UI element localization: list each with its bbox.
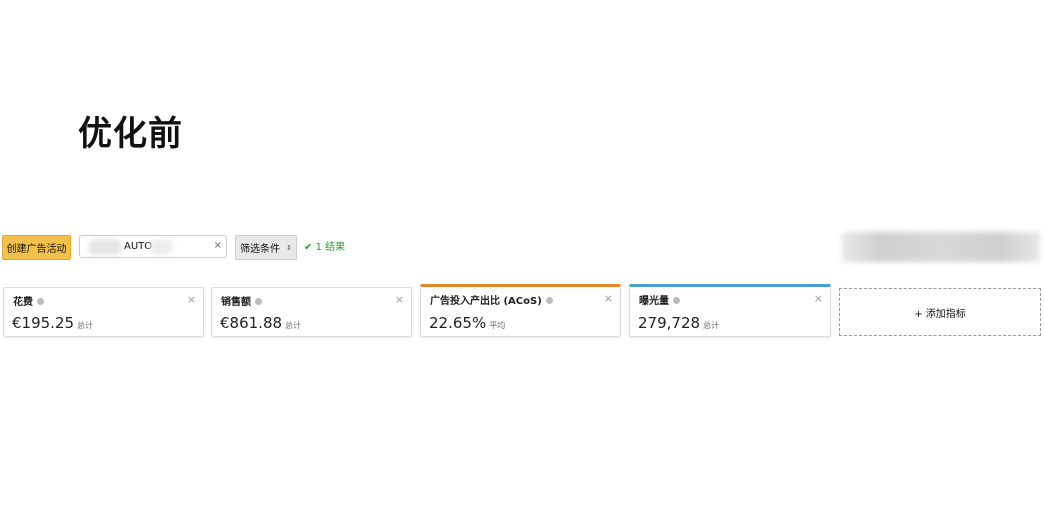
add-metric-button[interactable]: + 添加指标 [839, 288, 1041, 336]
metric-label-text: 广告投入产出比 (ACoS) [430, 296, 542, 307]
metric-value-text: 279,728 [638, 314, 701, 332]
metric-value: 279,728 总计 [638, 314, 719, 332]
filter-label: 筛选条件 [240, 244, 281, 255]
redacted-text [88, 239, 122, 255]
search-value: AUTO [124, 241, 153, 252]
close-icon[interactable]: × [813, 292, 823, 305]
metric-value-text: 22.65% [429, 314, 487, 332]
metric-unit: 总计 [285, 321, 302, 330]
metric-value-text: €861.88 [220, 314, 283, 332]
metric-value: €195.25 总计 [12, 314, 93, 332]
close-icon[interactable]: × [603, 292, 613, 305]
create-campaign-button[interactable]: 创建广告活动 [2, 235, 71, 260]
metric-label-text: 花费 [13, 297, 33, 308]
metric-unit: 总计 [77, 321, 94, 330]
result-text: 1 结果 [315, 242, 346, 253]
close-icon[interactable]: × [394, 293, 404, 306]
metric-label-text: 曝光量 [639, 296, 669, 307]
metric-card-spend[interactable]: 花费 × €195.25 总计 [3, 287, 204, 337]
close-icon[interactable]: × [186, 293, 196, 306]
filter-dropdown[interactable]: 筛选条件 ⇕ [235, 235, 297, 260]
metric-label: 曝光量 [639, 292, 680, 307]
metric-label: 销售额 [221, 293, 262, 308]
metric-card-impressions[interactable]: 曝光量 × 279,728 总计 [629, 284, 831, 337]
page-title: 优化前 [78, 114, 183, 154]
metric-value: €861.88 总计 [220, 314, 301, 332]
info-icon[interactable] [545, 297, 553, 304]
metric-card-sales[interactable]: 销售额 × €861.88 总计 [211, 287, 412, 337]
info-icon[interactable] [255, 298, 262, 305]
check-icon: ✔ [304, 242, 313, 253]
metric-label: 广告投入产出比 (ACoS) [430, 292, 553, 307]
redacted-text [150, 239, 174, 255]
metric-label-text: 销售额 [221, 297, 251, 308]
metric-card-acos[interactable]: 广告投入产出比 (ACoS) × 22.65% 平均 [420, 284, 621, 337]
search-input[interactable]: AUTO × [79, 235, 227, 258]
metric-value-text: €195.25 [12, 314, 75, 332]
metric-value: 22.65% 平均 [429, 314, 505, 332]
clear-icon[interactable]: × [213, 240, 222, 251]
redacted-area [842, 232, 1040, 262]
metric-unit: 总计 [703, 321, 720, 330]
sort-arrows-icon: ⇕ [286, 243, 292, 252]
metric-unit: 平均 [489, 321, 506, 330]
metric-label: 花费 [13, 293, 44, 308]
info-icon[interactable] [673, 297, 680, 304]
info-icon[interactable] [37, 298, 44, 305]
result-count: ✔ 1 结果 [304, 238, 345, 253]
